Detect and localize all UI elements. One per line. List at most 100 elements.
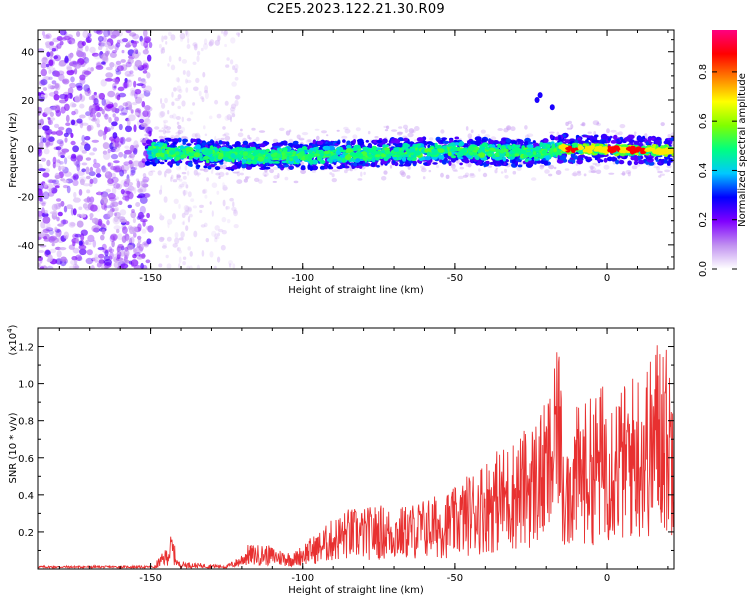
spectrogram-cell — [211, 182, 218, 188]
spectrogram-cell — [72, 179, 79, 186]
spectrogram-cell — [185, 30, 188, 36]
spectrogram-cell — [222, 160, 227, 165]
spectrogram-cell — [172, 179, 178, 183]
spectrogram-cell — [414, 126, 420, 131]
spectrogram-cell — [224, 157, 229, 161]
spectrogram-cell — [158, 111, 164, 119]
spectrogram-cell — [331, 178, 337, 183]
spectrogram-cell — [92, 227, 99, 233]
spectrogram-cell — [170, 174, 174, 180]
spectrogram-cell — [117, 265, 124, 269]
spectrogram-cell — [96, 30, 103, 35]
spectrogram-cell — [333, 164, 339, 167]
spectrogram-cell — [182, 142, 186, 145]
spectrogram-cell — [170, 64, 176, 71]
spectrogram-cell — [40, 265, 44, 269]
spectrogram-cell — [146, 212, 151, 219]
spectrogram-cell — [92, 162, 101, 169]
spectrogram-cell — [109, 52, 117, 58]
spectrogram-cell — [272, 166, 279, 170]
spectrogram-cell — [225, 206, 228, 211]
spectrogram-cell — [176, 174, 182, 178]
spectrogram-cell — [380, 153, 387, 158]
spectrogram-cell — [219, 165, 223, 170]
spectrogram-cell — [191, 133, 197, 138]
spectrogram-cell — [221, 216, 227, 223]
spectrogram-cell — [170, 34, 176, 41]
spectrogram-cell — [393, 147, 400, 153]
spectrogram-cell — [38, 168, 46, 172]
spectrogram-cell — [190, 198, 195, 203]
spectrogram-cell — [41, 207, 45, 215]
spectrogram-cell — [128, 191, 134, 200]
spectrogram-cell — [209, 251, 214, 258]
spectrogram-cell — [42, 87, 48, 91]
spectrogram-cell — [178, 89, 183, 93]
spectrogram-cell — [620, 172, 626, 175]
spectrogram-cell — [118, 257, 125, 263]
spectrogram-cell — [660, 122, 665, 127]
spectrogram-cell — [128, 160, 133, 165]
spectrogram-cell — [619, 149, 624, 154]
spectrogram-cell — [457, 175, 464, 180]
spectrogram-cell — [497, 128, 504, 131]
spectrogram-cell — [465, 163, 472, 168]
spectrogram-cell — [337, 168, 341, 172]
spectrogram-cell — [164, 130, 171, 134]
spectrogram-cell — [625, 169, 632, 175]
spectrogram-cell — [49, 111, 55, 118]
spectrogram-xlabel: Height of straight line (km) — [288, 285, 424, 296]
colorbar-tick-label: 0.8 — [698, 64, 709, 80]
spectrogram-cell — [137, 211, 144, 220]
spectrogram-cell — [214, 237, 218, 243]
spectrogram-cell — [437, 148, 445, 153]
spectrogram-cell — [197, 172, 200, 177]
spectrogram-cell — [42, 228, 50, 233]
spectrogram-cell — [98, 92, 105, 100]
spectrogram-cell — [68, 53, 74, 59]
spectrogram-cell — [100, 196, 108, 205]
spectrogram-cell — [344, 169, 348, 174]
spectrogram-cell — [181, 116, 184, 123]
spectrogram-cell — [485, 160, 490, 165]
spectrogram-cell — [224, 115, 230, 121]
spectrogram-cell — [315, 149, 319, 154]
spectrogram-cell — [215, 172, 221, 176]
spectrogram-cell — [537, 92, 543, 99]
x-tick-label: 0 — [604, 273, 610, 284]
spectrogram-cell — [144, 105, 151, 111]
spectrogram-cell — [199, 204, 204, 208]
spectrogram-cell — [126, 178, 130, 185]
spectrogram-cell — [633, 140, 639, 145]
spectrogram-cell — [195, 144, 201, 150]
spectrogram-cell — [144, 133, 150, 137]
spectrogram-cell — [116, 39, 121, 45]
spectrogram-cell — [104, 50, 109, 57]
y-tick-label: 1.0 — [18, 380, 34, 391]
spectrogram-cell — [185, 206, 190, 212]
spectrogram-cell — [53, 94, 60, 101]
spectrogram-cell — [272, 138, 278, 143]
spectrogram-cell — [177, 130, 184, 134]
spectrogram-cell — [147, 54, 152, 62]
spectrogram-cell — [43, 226, 50, 230]
spectrogram-cell — [289, 166, 294, 170]
spectrogram-cell — [48, 229, 54, 235]
spectrogram-cell — [187, 191, 192, 198]
spectrogram-cell — [178, 203, 181, 209]
spectrogram-cell — [294, 155, 298, 160]
spectrogram-cell — [360, 171, 363, 177]
spectrogram-cell — [135, 202, 141, 207]
spectrogram-cell — [67, 87, 74, 95]
spectrogram-cell — [105, 188, 111, 193]
spectrogram-cell — [526, 148, 530, 152]
spectrogram-cell — [95, 167, 101, 174]
spectrogram-cell — [540, 164, 545, 168]
spectrogram-cell — [85, 37, 92, 43]
spectrogram-cell — [332, 155, 338, 160]
spectrogram-cell — [46, 141, 51, 148]
spectrogram-cell — [489, 147, 496, 151]
spectrogram-cell — [42, 92, 48, 99]
spectrogram-cell — [68, 40, 72, 45]
spectrogram-cell — [80, 213, 87, 218]
